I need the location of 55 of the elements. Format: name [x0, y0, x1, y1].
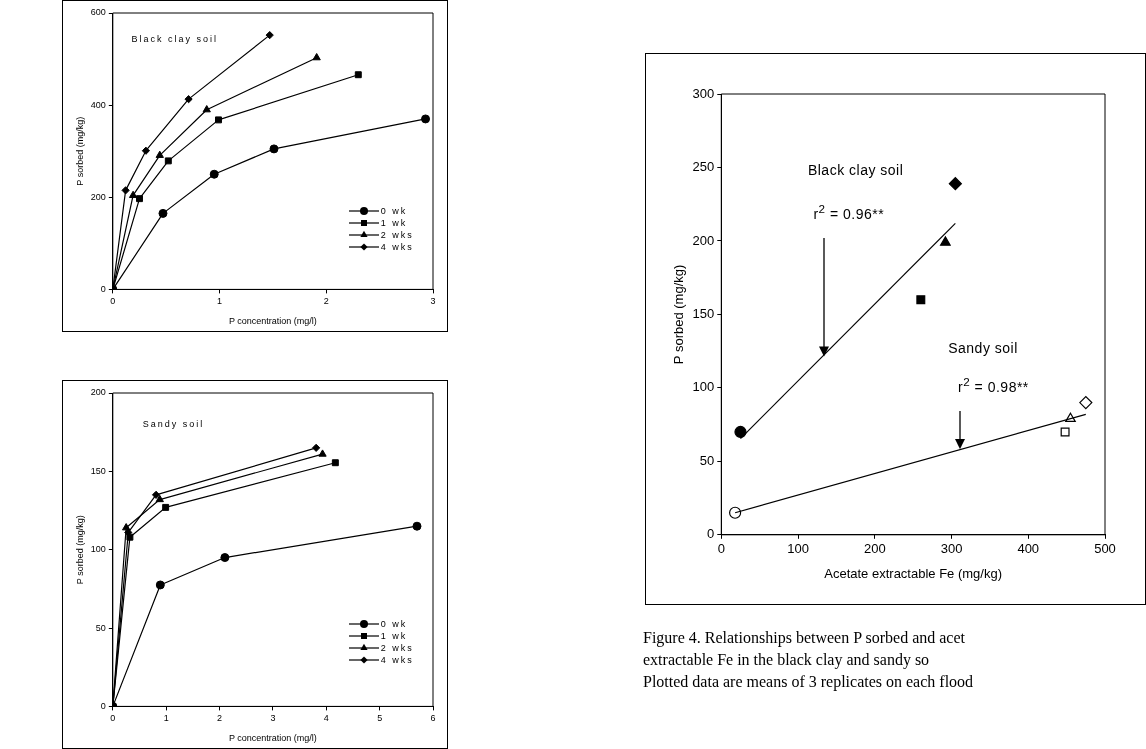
annotation: Black clay soil: [131, 33, 218, 44]
y-tick-label: 50: [699, 452, 715, 468]
y-tick-label: 0: [100, 700, 106, 711]
legend-label: 1 wk: [380, 218, 408, 229]
y-tick-label: 0: [707, 526, 715, 542]
x-tick-label: 1: [217, 296, 223, 307]
annotation: Sandy soil: [142, 419, 205, 430]
y-axis-title: P sorbed (mg/kg): [74, 116, 85, 186]
x-tick-label: 4: [323, 713, 329, 724]
legend-label: 4 wks: [380, 654, 414, 665]
x-tick-label: 100: [787, 541, 809, 557]
x-tick-label: 3: [270, 713, 276, 724]
annotation: r$^{2}$ = 0.96**: [813, 202, 885, 222]
legend-label: 1 wk: [380, 630, 408, 641]
x-tick-label: 0: [717, 541, 725, 557]
legend-label: 2 wks: [380, 642, 414, 653]
text: Plotted data are means of 3 replicates on each flood: [643, 672, 974, 692]
y-tick-label: 400: [90, 99, 106, 110]
x-tick-label: 0: [110, 713, 116, 724]
y-tick-label: 0: [100, 283, 106, 294]
x-tick-label: 500: [1094, 541, 1116, 557]
x-axis-title: P concentration (mg/l): [228, 733, 317, 744]
x-tick-label: 400: [1017, 541, 1040, 557]
x-tick-label: 1: [163, 713, 169, 724]
x-tick-label: 300: [940, 541, 963, 557]
x-tick-label: 0: [110, 296, 116, 307]
y-tick-label: 200: [90, 191, 106, 202]
y-tick-label: 100: [692, 379, 715, 395]
y-tick-label: 300: [692, 85, 715, 101]
x-axis-title: Acetate extractable Fe (mg/kg): [824, 565, 1003, 581]
x-tick-label: 5: [377, 713, 383, 724]
y-tick-label: 50: [95, 622, 106, 633]
legend-label: 0 wk: [380, 206, 408, 217]
legend-label: 2 wks: [380, 230, 414, 241]
legend-label: 4 wks: [380, 242, 414, 253]
text: extractable Fe in the black clay and sandy so: [643, 650, 930, 670]
y-tick-label: 200: [692, 232, 715, 248]
y-tick-label: 150: [90, 465, 106, 476]
annotation: r$^{2}$ = 0.98**: [958, 374, 1029, 395]
legend-label: 0 wk: [380, 618, 408, 629]
annotation: Black clay soil: [807, 162, 904, 179]
annotation: Sandy soil: [948, 340, 1018, 357]
x-axis-title: P concentration (mg/l): [228, 316, 317, 327]
x-tick-label: 2: [323, 296, 329, 307]
x-tick-label: 6: [430, 713, 436, 724]
y-axis-title: P sorbed (mg/kg): [74, 515, 85, 585]
y-tick-label: 150: [692, 305, 715, 321]
y-tick-label: 200: [90, 387, 106, 398]
x-tick-label: 200: [863, 541, 886, 557]
y-tick-label: 600: [90, 7, 106, 18]
x-tick-label: 2: [217, 713, 223, 724]
x-tick-label: 3: [430, 296, 436, 307]
y-axis-title: P sorbed (mg/kg): [671, 264, 687, 365]
caption: Figure 4. Relationships between P sorbed and acet: [643, 628, 965, 648]
y-tick-label: 250: [692, 159, 715, 175]
